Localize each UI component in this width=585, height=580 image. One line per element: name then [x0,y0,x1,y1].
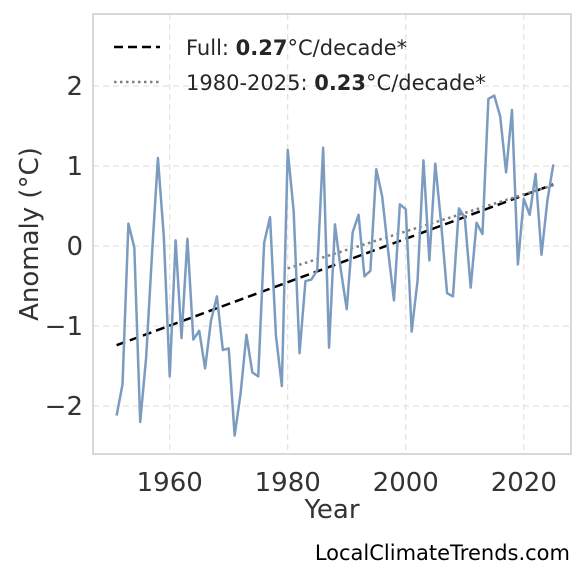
x-tick-label: 2000 [373,468,439,498]
series-line [115,94,555,437]
legend-entry-full-trend: Full: 0.27°C/decade* [186,36,407,60]
legend-value: 0.23 [314,71,366,95]
plot-frame [92,13,572,455]
x-tick-labels: 1960 1980 2000 2020 [137,468,557,498]
legend: Full: 0.27°C/decade* 1980-2025: 0.23°C/d… [114,36,486,95]
x-tick-label: 1980 [255,468,321,498]
legend-suffix: °C/decade* [366,71,486,95]
plot-background [93,14,571,454]
y-tick-label: −1 [45,312,83,342]
y-tick-label: −2 [45,392,83,422]
legend-entry-recent-trend: 1980-2025: 0.23°C/decade* [186,71,486,95]
legend-value: 0.27 [236,36,288,60]
legend-prefix: Full: [186,36,236,60]
y-tick-label: 0 [66,232,83,262]
x-tick-label: 1960 [137,468,203,498]
y-tick-label: 2 [66,72,83,102]
full-trend-line [116,183,554,347]
y-tick-label: 1 [66,152,83,182]
legend-prefix: 1980-2025: [186,71,314,95]
source-credit: LocalClimateTrends.com [315,541,570,565]
y-tick-labels: −2 −1 0 1 2 [45,72,83,422]
series-lines [115,94,555,437]
y-axis-label: Anomaly (°C) [15,147,45,321]
legend-suffix: °C/decade* [288,36,408,60]
x-axis-label: Year [303,495,359,525]
x-tick-label: 2020 [491,468,557,498]
